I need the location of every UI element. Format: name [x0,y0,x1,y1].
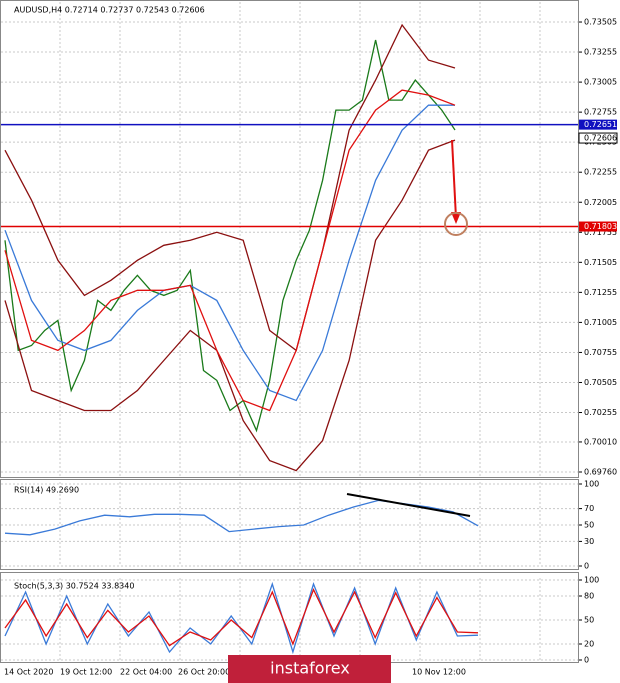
panel-title: Stoch(5,3,3) 30.7524 33.8340 [14,582,134,591]
level-label: 0.72651 [584,120,617,129]
watermark: instaforex [270,659,350,678]
y-tick-label: 0.73005 [584,78,617,87]
y-tick-label: 0.70010 [584,437,617,446]
y-tick-label: 80 [584,592,594,601]
y-tick-label: 0.73505 [584,18,617,27]
y-tick-label: 0.70755 [584,348,617,357]
divergence-trendline [346,493,471,517]
arrow-head [451,212,461,224]
y-tick-label: 0.70255 [584,408,617,417]
y-tick-label: 30 [584,537,594,546]
rsi-panel [0,479,579,570]
main-panel [0,0,579,478]
series-line [4,104,455,402]
series-line [4,23,456,352]
y-tick-label: 100 [584,576,599,585]
y-tick-label: 0.72005 [584,198,617,207]
y-tick-label: 0.71255 [584,288,617,297]
last-price-label: 0.72606 [584,134,617,143]
y-tick-label: 0.72255 [584,168,617,177]
forecast-arrow [451,139,457,219]
series-line [4,139,456,472]
last-tag [578,132,618,144]
y-tick-label: 50 [584,521,594,530]
x-tick-label: 14 Oct 2020 [4,668,53,677]
y-tick-label: 20 [584,640,594,649]
series-line [4,587,479,647]
panel-title: AUDUSD,H4 0.72714 0.72737 0.72543 0.7260… [14,6,205,15]
series-line [4,39,456,433]
y-tick-label: 0.71505 [584,258,617,267]
series-line [4,89,456,412]
series-line [4,581,479,655]
y-tick-label: 50 [584,616,594,625]
x-tick-label: 10 Nov 12:00 [412,668,466,677]
y-tick-label: 0.69760 [584,467,617,476]
level-tag [579,119,617,130]
level-tag [579,221,617,232]
x-tick-label: 22 Oct 04:00 [120,668,172,677]
target-circle [444,212,468,236]
y-tick-label: 100 [584,480,599,489]
level-label: 0.71803 [584,222,617,231]
y-tick-label: 0.72755 [584,108,617,117]
y-tick-label: 0 [584,656,589,665]
y-tick-label: 0 [584,562,589,571]
panel-title: RSI(14) 49.2690 [14,486,79,495]
y-tick-label: 70 [584,504,594,513]
watermark-bg [228,655,391,683]
y-tick-label: 0.71005 [584,318,617,327]
y-tick-label: 0.70505 [584,378,617,387]
x-tick-label: 19 Oct 12:00 [60,668,112,677]
y-tick-label: 0.73255 [584,48,617,57]
x-tick-label: 26 Oct 20:00 [178,668,230,677]
y-tick-label: 0.71755 [584,228,617,237]
